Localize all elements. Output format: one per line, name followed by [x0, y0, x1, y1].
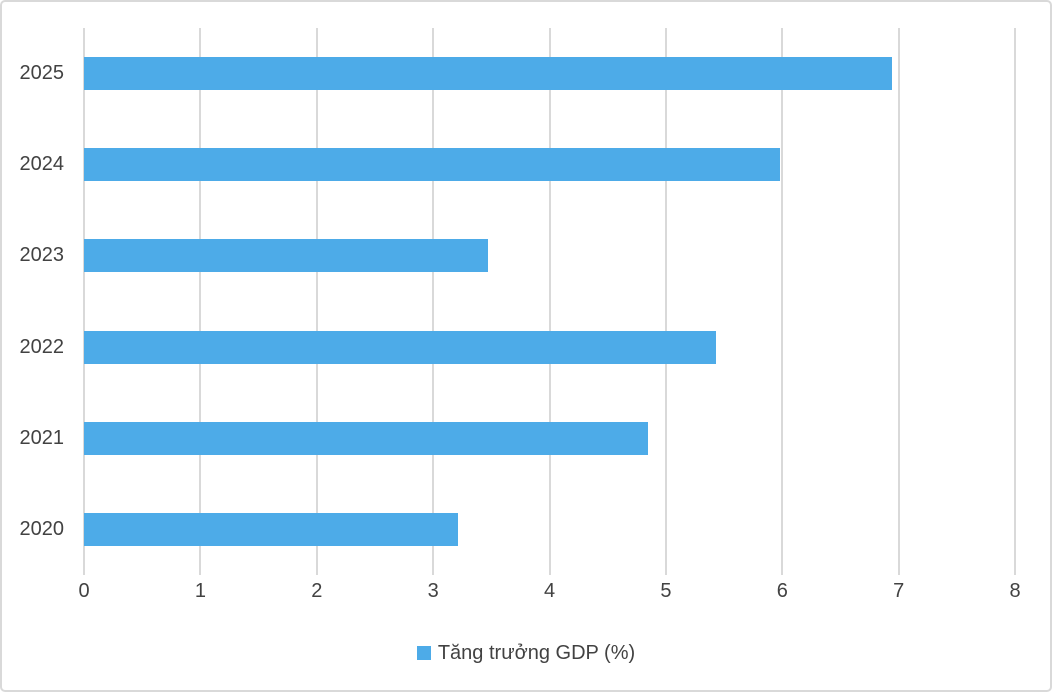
gridline — [199, 28, 202, 575]
x-tick-label: 0 — [78, 580, 90, 602]
x-axis: 0 1 2 3 4 5 6 7 8 — [78, 580, 1020, 604]
bar-2022 — [84, 330, 716, 364]
y-axis-label: 2021 — [19, 426, 65, 449]
bar-2025 — [84, 57, 892, 91]
legend-swatch-icon — [416, 646, 431, 660]
y-axis-label: 2025 — [19, 62, 65, 85]
gridlines — [83, 28, 1016, 575]
x-tick-label: 7 — [893, 580, 905, 602]
gridline — [432, 28, 435, 575]
y-axis-label: 2022 — [19, 335, 65, 358]
legend: Tăng trưởng GDP (%) — [2, 639, 1050, 667]
bar-rows — [84, 28, 1015, 575]
bar-2024 — [84, 148, 780, 182]
y-axis: 2025 2024 2023 2022 2021 2020 — [2, 28, 65, 575]
gridline — [781, 28, 784, 575]
bar-2020 — [84, 512, 458, 546]
bar-2021 — [84, 421, 649, 455]
gridline — [664, 28, 667, 575]
legend-label: Tăng trưởng GDP (%) — [437, 641, 636, 664]
x-tick-label: 1 — [194, 580, 206, 602]
bar-row — [84, 28, 1015, 119]
gridline — [897, 28, 900, 575]
x-tick-label: 5 — [660, 580, 672, 602]
bar-row — [84, 484, 1015, 575]
x-tick-label: 3 — [427, 580, 439, 602]
bar-2023 — [84, 239, 488, 273]
y-axis-label: 2020 — [19, 517, 65, 540]
gridline — [315, 28, 318, 575]
bar-row — [84, 393, 1015, 484]
x-tick-label: 6 — [776, 580, 788, 602]
x-tick-label: 2 — [311, 580, 323, 602]
x-tick-label: 8 — [1009, 580, 1021, 602]
plot-area — [83, 28, 1016, 575]
x-tick-label: 4 — [543, 580, 556, 602]
gridline — [548, 28, 551, 575]
gridline — [83, 28, 85, 575]
bar-row — [84, 119, 1015, 210]
bar-row — [84, 302, 1015, 393]
y-axis-label: 2024 — [19, 153, 65, 176]
bar-row — [84, 210, 1015, 301]
gridline — [1014, 28, 1016, 575]
y-axis-label: 2023 — [19, 244, 65, 267]
